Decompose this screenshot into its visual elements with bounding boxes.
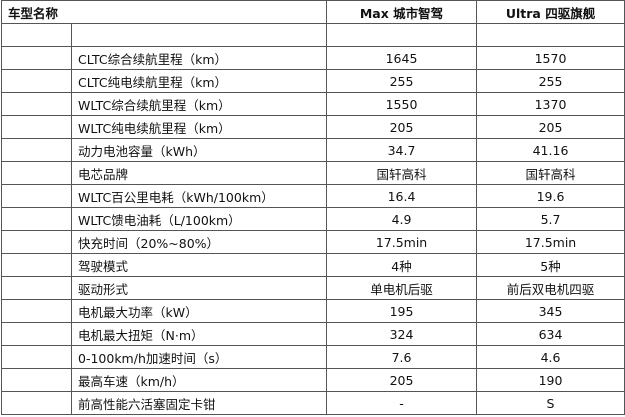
spec-value: 4种	[326, 253, 478, 277]
spec-value: 255	[326, 69, 478, 93]
spec-value: 1570	[476, 46, 625, 70]
spec-value: -	[326, 391, 478, 415]
spec-value: 190	[476, 368, 625, 392]
spec-value: 7.6	[326, 345, 478, 369]
side-cell	[1, 161, 72, 185]
spec-row: WLTC百公里电耗（kWh/100km） 16.4 19.6	[1, 184, 625, 208]
side-cell	[1, 138, 72, 162]
spec-value: 5.7	[476, 207, 625, 231]
spec-row: 驾驶模式 4种 5种	[1, 253, 625, 277]
spec-value: 国轩高科	[476, 161, 625, 185]
header-column: Ultra 四驱旗舰	[476, 0, 625, 24]
side-cell	[1, 253, 72, 277]
spec-row: 前高性能六活塞固定卡钳 - S	[1, 391, 625, 415]
header-row: 车型名称 Max 城市智驾 Ultra 四驱旗舰	[0, 0, 625, 24]
header-column: Max 城市智驾	[326, 0, 478, 24]
header-label: 车型名称	[0, 0, 328, 24]
spec-row: 驱动形式 单电机后驱 前后双电机四驱	[1, 276, 625, 300]
spec-value: 41.16	[476, 138, 625, 162]
side-cell	[1, 299, 72, 323]
side-cell	[1, 23, 72, 47]
side-cell	[1, 322, 72, 346]
spec-row: 动力电池容量（kWh） 34.7 41.16	[1, 138, 625, 162]
side-cell	[1, 368, 72, 392]
spec-label: WLTC百公里电耗（kWh/100km）	[70, 184, 328, 208]
spec-label: 驾驶模式	[70, 253, 328, 277]
blank-cell	[476, 23, 625, 47]
side-cell	[1, 230, 72, 254]
spec-label: 驱动形式	[70, 276, 328, 300]
side-cell	[1, 391, 72, 415]
spec-row: 电机最大扭矩（N·m） 324 634	[1, 322, 625, 346]
spec-label: 0-100km/h加速时间（s）	[70, 345, 328, 369]
spec-label: 电芯品牌	[70, 161, 328, 185]
spec-value: 4.6	[476, 345, 625, 369]
spec-value: 5种	[476, 253, 625, 277]
spec-label: 电机最大扭矩（N·m）	[70, 322, 328, 346]
blank-cell	[70, 23, 328, 47]
spec-label: WLTC纯电续航里程（km）	[70, 115, 328, 139]
spec-row: 电机最大功率（kW） 195 345	[1, 299, 625, 323]
spec-value: 16.4	[326, 184, 478, 208]
spec-value: 1370	[476, 92, 625, 116]
blank-cell	[326, 23, 478, 47]
spec-value: 255	[476, 69, 625, 93]
spec-label: WLTC馈电油耗（L/100km）	[70, 207, 328, 231]
spec-label: 动力电池容量（kWh）	[70, 138, 328, 162]
side-cell	[1, 345, 72, 369]
spec-value: 17.5min	[476, 230, 625, 254]
spec-value: 205	[476, 115, 625, 139]
spec-row: CLTC综合续航里程（km） 1645 1570	[1, 46, 625, 70]
spec-value: 4.9	[326, 207, 478, 231]
spec-value: 634	[476, 322, 625, 346]
spec-label: 快充时间（20%~80%）	[70, 230, 328, 254]
spec-value: 19.6	[476, 184, 625, 208]
spec-value: 国轩高科	[326, 161, 478, 185]
spec-value: 205	[326, 115, 478, 139]
spec-label: CLTC综合续航里程（km）	[70, 46, 328, 70]
spec-row: WLTC馈电油耗（L/100km） 4.9 5.7	[1, 207, 625, 231]
spec-value: 17.5min	[326, 230, 478, 254]
spec-value: 195	[326, 299, 478, 323]
spec-value: 单电机后驱	[326, 276, 478, 300]
spec-row: WLTC综合续航里程（km） 1550 1370	[1, 92, 625, 116]
spec-label: CLTC纯电续航里程（km）	[70, 69, 328, 93]
side-cell	[1, 46, 72, 70]
spec-row: 0-100km/h加速时间（s） 7.6 4.6	[1, 345, 625, 369]
spec-label: WLTC综合续航里程（km）	[70, 92, 328, 116]
spec-value: 345	[476, 299, 625, 323]
spec-value: 34.7	[326, 138, 478, 162]
side-cell	[1, 184, 72, 208]
spec-row: 最高车速（km/h） 205 190	[1, 368, 625, 392]
spec-row: 电芯品牌 国轩高科 国轩高科	[1, 161, 625, 185]
side-cell	[1, 276, 72, 300]
spec-value: 1550	[326, 92, 478, 116]
spec-label: 前高性能六活塞固定卡钳	[70, 391, 328, 415]
spec-value: 前后双电机四驱	[476, 276, 625, 300]
blank-row	[1, 23, 625, 47]
side-cell	[1, 207, 72, 231]
spec-value: 205	[326, 368, 478, 392]
side-cell	[1, 69, 72, 93]
spec-row: 快充时间（20%~80%） 17.5min 17.5min	[1, 230, 625, 254]
side-cell	[1, 115, 72, 139]
spec-row: WLTC纯电续航里程（km） 205 205	[1, 115, 625, 139]
spec-value: 324	[326, 322, 478, 346]
spec-label: 电机最大功率（kW）	[70, 299, 328, 323]
side-cell	[1, 92, 72, 116]
spec-label: 最高车速（km/h）	[70, 368, 328, 392]
spec-value: 1645	[326, 46, 478, 70]
spec-row: CLTC纯电续航里程（km） 255 255	[1, 69, 625, 93]
spec-value: S	[476, 391, 625, 415]
